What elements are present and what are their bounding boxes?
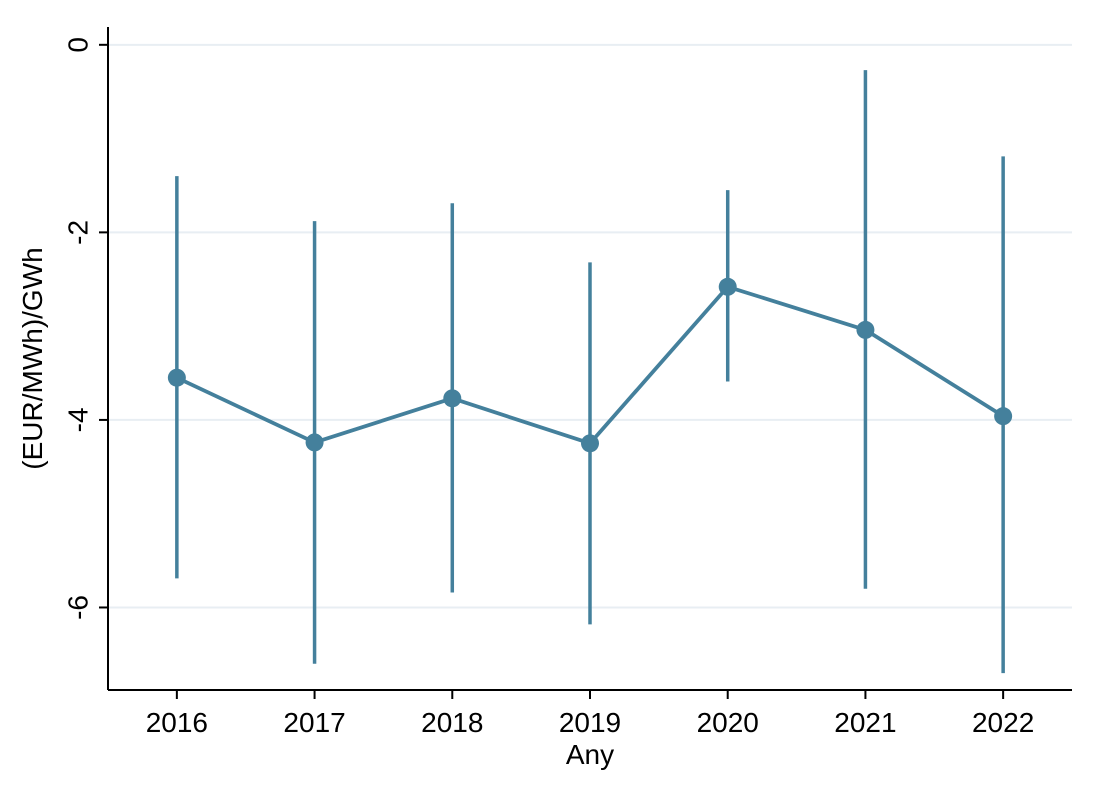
y-tick-label--6: -6 (63, 595, 94, 620)
y-tick-label-0: 0 (63, 37, 94, 53)
marker-2017 (305, 433, 324, 452)
marker-2020 (718, 277, 737, 296)
x-tick-label-2017: 2017 (283, 707, 345, 738)
x-tick-label-2019: 2019 (559, 707, 621, 738)
marker-2022 (994, 407, 1013, 426)
y-axis-title: (EUR/MWh)/GWh (17, 247, 48, 469)
x-tick-label-2020: 2020 (697, 707, 759, 738)
marker-2021 (856, 320, 875, 339)
y-tick-label--4: -4 (63, 407, 94, 432)
x-axis-title: Any (566, 739, 614, 770)
marker-2018 (443, 389, 462, 408)
x-tick-label-2016: 2016 (146, 707, 208, 738)
x-tick-label-2021: 2021 (834, 707, 896, 738)
marker-2019 (581, 434, 599, 453)
x-tick-label-2018: 2018 (421, 707, 483, 738)
x-tick-label-2022: 2022 (972, 707, 1034, 738)
marker-2016 (167, 368, 186, 387)
y-tick-label--2: -2 (63, 220, 94, 245)
